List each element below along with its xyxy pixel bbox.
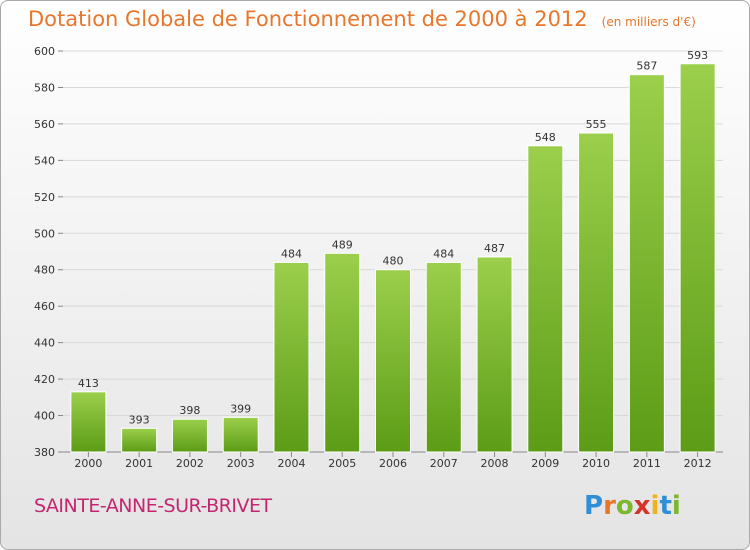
bar-value-label: 593 (687, 49, 708, 62)
bar-2010 (578, 132, 615, 453)
chart-subtitle: (en milliers d'€) (601, 15, 696, 29)
bar-2000 (70, 391, 107, 453)
bar-value-label: 398 (179, 404, 200, 417)
y-tick-label: 440 (34, 337, 55, 350)
y-tick-label: 520 (34, 191, 55, 204)
x-tick-label: 2006 (379, 457, 407, 470)
logo-letter: i (671, 491, 681, 521)
bar-value-label: 555 (586, 118, 607, 131)
bar-2004 (273, 261, 310, 453)
bar-value-label: 487 (484, 242, 505, 255)
bar-value-label: 587 (636, 60, 657, 73)
bar-value-label: 399 (230, 402, 251, 415)
x-axis-ticks: 2000 2001 2002 2003 2004 2005 2006 2007 2008 2009… (74, 452, 712, 470)
y-tick-label: 600 (34, 45, 55, 58)
y-axis-ticks: 380 400 420 440 460 480 500 520 540 560 580 600 (34, 45, 63, 459)
y-tick-label: 400 (34, 410, 55, 423)
bar-value-label: 489 (332, 238, 353, 251)
bar-2002 (171, 418, 208, 453)
logo-letter: t (659, 491, 672, 521)
y-tick-label: 480 (34, 264, 55, 277)
y-tick-label: 460 (34, 300, 55, 313)
x-tick-label: 2004 (277, 457, 305, 470)
bar-2011 (628, 74, 665, 453)
bar-2008 (476, 256, 513, 453)
y-tick-label: 580 (34, 81, 55, 94)
x-tick-label: 2008 (481, 457, 509, 470)
x-tick-label: 2001 (125, 457, 153, 470)
logo-letter: i (650, 491, 660, 521)
x-tick-label: 2011 (633, 457, 661, 470)
y-tick-label: 420 (34, 373, 55, 386)
bar-value-label: 484 (281, 247, 302, 260)
x-tick-label: 2009 (531, 457, 559, 470)
logo-letter: x (633, 491, 651, 521)
bars: 413 393 398 399 484 489 480 484 487 548 555 587 593 (70, 49, 716, 453)
logo-letter: r (603, 491, 616, 521)
x-tick-label: 2012 (684, 457, 712, 470)
x-tick-label: 2010 (582, 457, 610, 470)
logo-letter: o (615, 491, 634, 521)
bar-2001 (121, 427, 158, 453)
chart-title: Dotation Globale de Fonctionnement de 20… (28, 7, 588, 31)
x-tick-label: 2003 (227, 457, 255, 470)
bar-2012 (679, 63, 716, 453)
commune-name: SAINTE-ANNE-SUR-BRIVET (34, 495, 272, 517)
bar-2007 (425, 261, 462, 453)
y-tick-label: 560 (34, 118, 55, 131)
y-tick-label: 540 (34, 154, 55, 167)
y-tick-label: 500 (34, 227, 55, 240)
bar-2006 (375, 269, 411, 453)
x-tick-label: 2007 (430, 457, 458, 470)
y-tick-label: 380 (34, 446, 55, 459)
bar-value-label: 413 (78, 377, 99, 390)
bar-2003 (222, 416, 259, 453)
bar-2005 (324, 252, 361, 453)
bar-value-label: 484 (433, 247, 454, 260)
x-tick-label: 2005 (328, 457, 356, 470)
title-row: Dotation Globale de Fonctionnement de 20… (28, 7, 696, 31)
bar-value-label: 393 (129, 413, 150, 426)
logo-letter: P (584, 491, 604, 521)
x-tick-label: 2002 (176, 457, 204, 470)
bar-2009 (527, 145, 564, 453)
x-tick-label: 2000 (74, 457, 102, 470)
proxiti-logo: Proxiti (584, 491, 681, 521)
bar-value-label: 480 (383, 255, 404, 268)
bar-value-label: 548 (535, 131, 556, 144)
